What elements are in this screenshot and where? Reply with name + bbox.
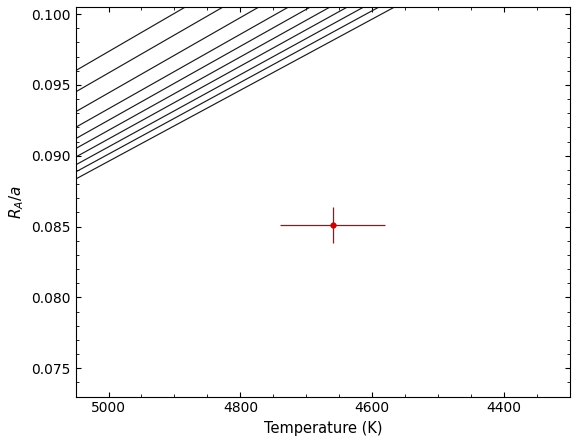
Y-axis label: $R_A/a$: $R_A/a$ xyxy=(7,185,25,219)
X-axis label: Temperature (K): Temperature (K) xyxy=(264,421,382,436)
